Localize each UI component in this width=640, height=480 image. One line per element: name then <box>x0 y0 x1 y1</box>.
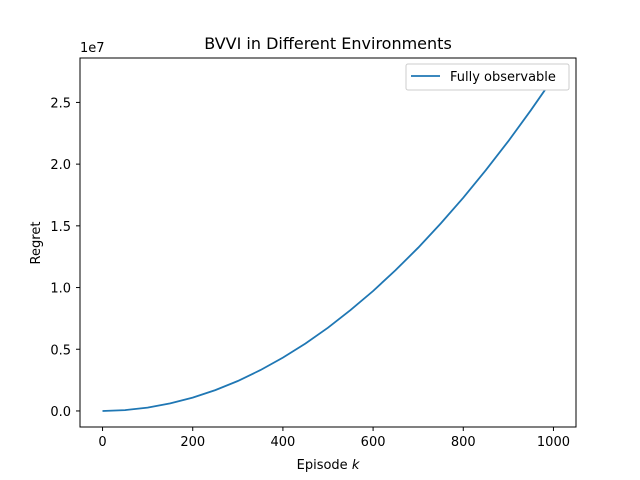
legend: Fully observable <box>405 63 570 91</box>
chart-title: BVVI in Different Environments <box>204 34 452 53</box>
plot-frame <box>79 57 577 428</box>
x-axis-label-text: Episode <box>297 458 348 473</box>
y-tick-label: 1.5 <box>50 220 71 235</box>
y-tick-label: 2.0 <box>50 158 71 173</box>
x-axis-label: Episode k <box>297 458 360 473</box>
legend-label: Fully observable <box>450 70 556 85</box>
x-tick-label: 200 <box>180 435 205 450</box>
y-tick-label: 0.0 <box>50 405 71 420</box>
x-tick-label: 800 <box>451 435 476 450</box>
series-line-fully-observable <box>102 77 555 412</box>
plot-area: 0 200 400 600 800 1000 0.0 0.5 1.0 1.5 2.0 2.5 <box>50 57 577 450</box>
y-axis-label: Regret <box>29 222 44 265</box>
y-tick-label: 2.5 <box>50 96 71 111</box>
x-tick-label: 600 <box>361 435 386 450</box>
x-tick-label: 0 <box>98 435 106 450</box>
x-tick-label: 400 <box>270 435 295 450</box>
y-tick-label: 1.0 <box>50 282 71 297</box>
y-tick-label: 0.5 <box>50 343 71 358</box>
legend-box <box>405 63 570 91</box>
x-axis: 0 200 400 600 800 1000 <box>98 427 570 450</box>
y-multiplier-label: 1e7 <box>80 41 105 56</box>
x-tick-label: 1000 <box>537 435 570 450</box>
x-axis-label-variable: k <box>352 458 360 473</box>
y-axis: 0.0 0.5 1.0 1.5 2.0 2.5 <box>50 96 80 420</box>
